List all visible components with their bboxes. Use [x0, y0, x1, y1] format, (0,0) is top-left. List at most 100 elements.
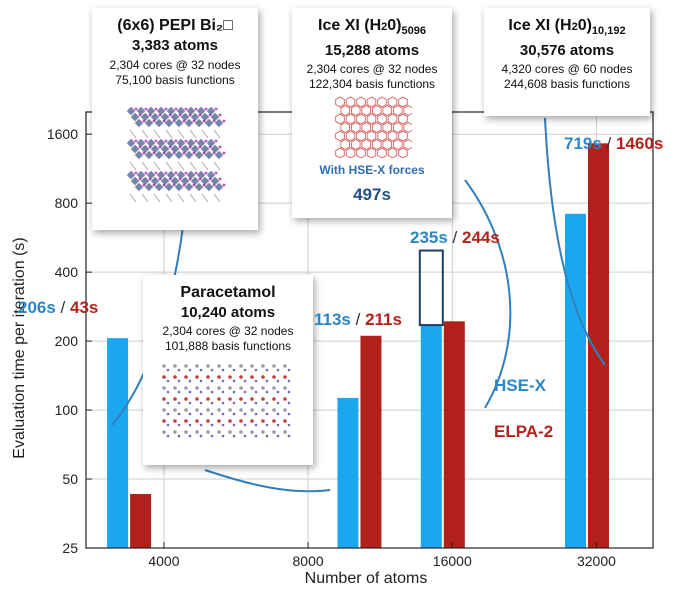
atom [239, 408, 243, 412]
ice-ring [382, 139, 392, 151]
atom [210, 401, 214, 405]
atom [276, 368, 280, 372]
atom [239, 397, 243, 401]
bar-elpa-2-30576 [587, 143, 609, 549]
atom [272, 408, 276, 412]
ice-ring [340, 105, 350, 117]
atom [254, 368, 258, 372]
atom [184, 364, 188, 368]
atom [250, 430, 254, 434]
ice10192-atoms: 30,576 atoms [519, 42, 615, 60]
atom [221, 434, 225, 438]
organic-chain [201, 161, 209, 171]
atom [222, 119, 226, 123]
atom [204, 139, 208, 143]
ice-ring [393, 139, 403, 151]
atom [199, 379, 203, 383]
atom [239, 419, 243, 423]
atom [221, 390, 225, 394]
ice5096-atoms: 15,288 atoms [324, 42, 420, 60]
atom [283, 375, 287, 379]
ice-ring [377, 113, 387, 125]
x-tick-label: 16000 [433, 553, 472, 569]
atom [232, 401, 236, 405]
pepi-basis: 75,100 basis functions [115, 73, 235, 87]
ice-ring [345, 96, 356, 108]
atom [217, 386, 221, 390]
atom [239, 375, 243, 379]
octahedron [186, 170, 196, 180]
atom [195, 419, 199, 423]
atom [184, 107, 188, 111]
atom [166, 423, 170, 427]
atom [218, 145, 222, 149]
ice-ring [382, 105, 392, 117]
y-axis-label: Evaluation time per iteration (s) [11, 237, 28, 458]
atom [166, 368, 170, 372]
atom [195, 375, 199, 379]
ice-ring [361, 139, 371, 151]
atom [184, 408, 188, 412]
atom [164, 139, 168, 143]
atom [154, 171, 158, 175]
bar-elpa-2-3383 [130, 494, 152, 548]
octahedron [206, 170, 216, 180]
atom [239, 430, 243, 434]
ice-ring [398, 96, 408, 108]
ice-ring [335, 130, 345, 142]
atom [261, 408, 265, 412]
atom [228, 364, 232, 368]
atom [243, 379, 247, 383]
atom [214, 139, 218, 143]
atom [194, 171, 198, 175]
organic-chain [165, 193, 173, 203]
paracetamol-structure-image [162, 364, 291, 438]
atom [287, 368, 291, 372]
atom [287, 390, 291, 394]
atom [210, 412, 214, 416]
connector-ice5096 [464, 179, 512, 409]
organic-chain [153, 129, 161, 139]
ice-ring [356, 96, 366, 108]
ice-ring [345, 147, 356, 159]
ice-ring [351, 139, 361, 151]
atom [173, 419, 177, 423]
atom [239, 364, 243, 368]
atom [283, 430, 287, 434]
timing-label-ice-10192: 719s / 1460s [564, 134, 664, 153]
atom [228, 419, 232, 423]
atom [177, 423, 181, 427]
atom [162, 397, 166, 401]
atom [250, 408, 254, 412]
atom [199, 434, 203, 438]
atom [243, 434, 247, 438]
atom [188, 423, 192, 427]
atom [210, 379, 214, 383]
atom [283, 408, 287, 412]
atom [199, 412, 203, 416]
organic-chain [189, 193, 197, 203]
atom [144, 107, 148, 111]
pepi-name: (6x6) PEPI Bi₂□ [117, 17, 233, 34]
annotation-ice-10192: Ice XI (H20)10,192 30,576 atoms 4,320 co… [484, 8, 650, 116]
atom [243, 412, 247, 416]
atom [254, 434, 258, 438]
atom [173, 408, 177, 412]
connector-paracetamol [204, 469, 331, 493]
ice-ring [403, 139, 413, 151]
ice-ring [387, 113, 398, 125]
atom [243, 390, 247, 394]
ice-ring [340, 139, 350, 151]
atom [250, 386, 254, 390]
atom [162, 408, 166, 412]
atom [210, 423, 214, 427]
atom [261, 364, 265, 368]
atom [272, 364, 276, 368]
atom [217, 375, 221, 379]
atom [261, 397, 265, 401]
octahedron [190, 176, 200, 186]
ice5096-basis: 122,304 basis functions [308, 77, 436, 92]
atom [254, 390, 258, 394]
atom [206, 408, 210, 412]
x-axis-ticks: 4000 8000 16000 32000 [148, 542, 616, 569]
